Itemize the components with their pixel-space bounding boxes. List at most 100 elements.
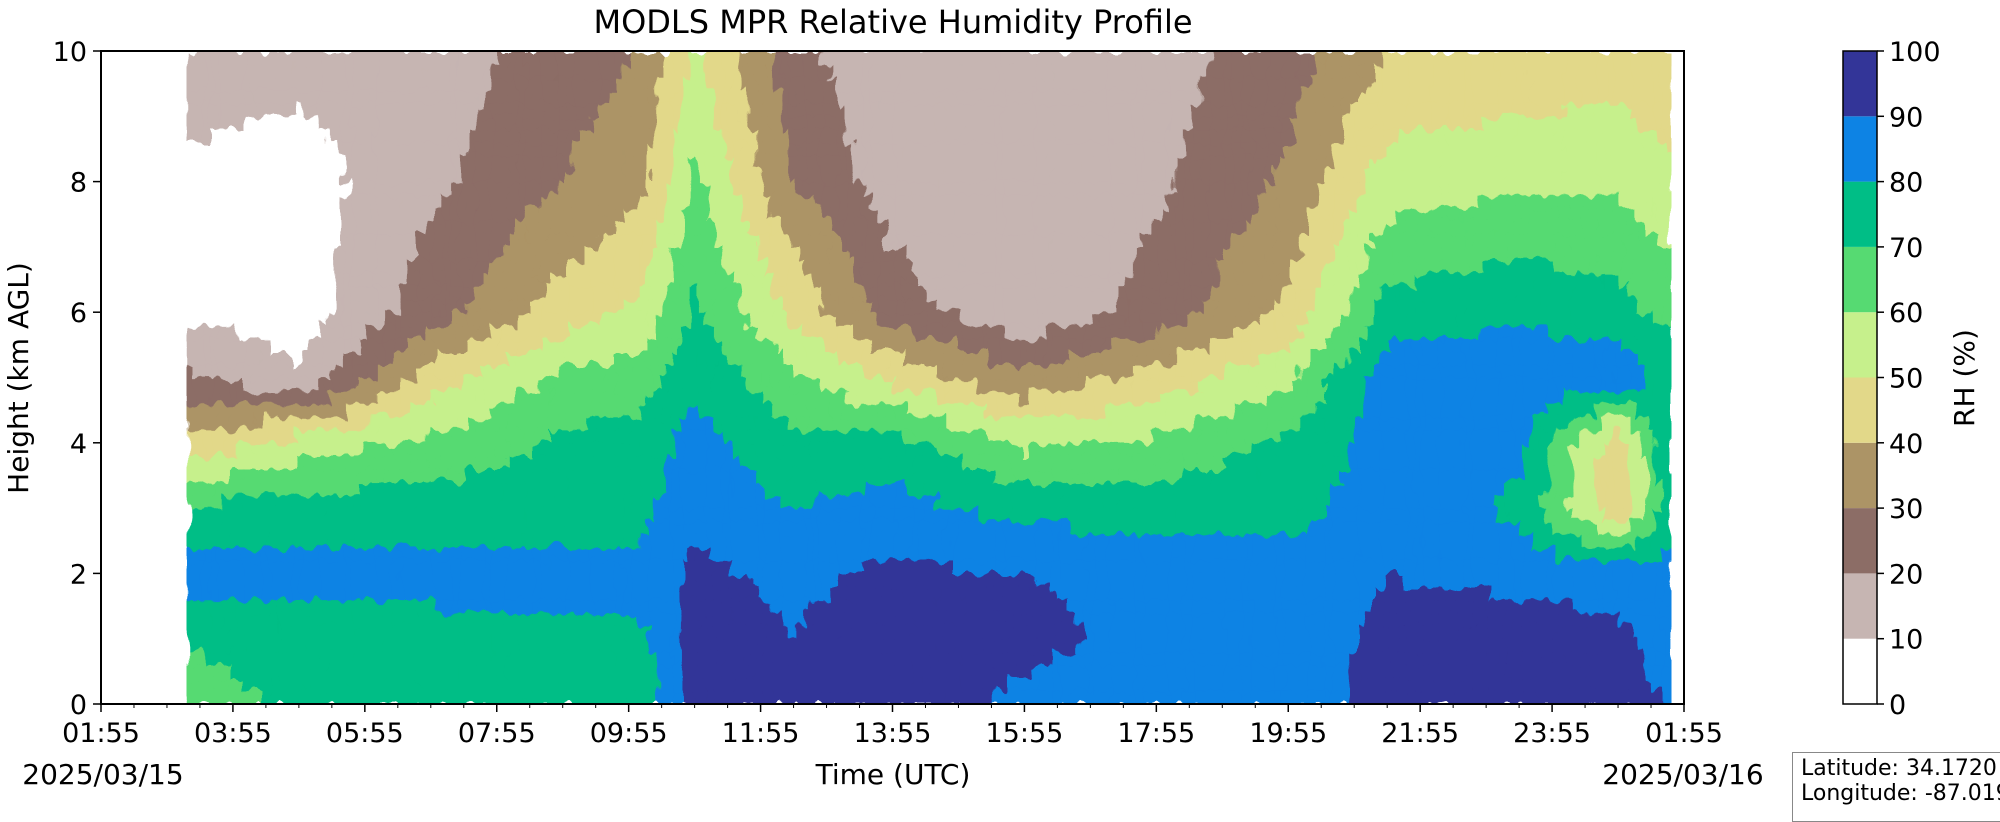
heatmap-cell [953,690,963,704]
heatmap-cell [912,547,922,561]
heatmap-cell [763,90,773,104]
heatmap-cell [854,351,864,366]
heatmap-cell [467,181,476,196]
heatmap-cell [508,664,518,679]
heatmap-cell [598,181,608,196]
heatmap-cell [219,220,229,235]
heatmap-cell [582,508,592,522]
heatmap-cell [252,299,262,313]
heatmap-cell [574,129,584,144]
heatmap-cell [879,194,889,209]
heatmap-cell [970,286,979,300]
heatmap-cell [401,351,410,366]
heatmap-cell [335,677,344,692]
heatmap-cell [211,390,221,405]
heatmap-cell [920,142,930,157]
heatmap-cell [714,508,724,522]
heatmap-cell [302,390,312,405]
heatmap-cell [533,468,542,483]
heatmap-cell [895,259,905,274]
heatmap-cell [598,168,608,183]
heatmap-cell [359,390,369,405]
heatmap-cell [277,508,287,522]
heatmap-cell [838,547,847,561]
heatmap-cell [953,573,963,588]
heatmap-cell [895,664,905,679]
heatmap-cell [310,599,320,614]
heatmap-cell [623,495,633,509]
heatmap-cell [1002,116,1012,130]
heatmap-cell [549,286,559,300]
heatmap-cell [425,455,435,470]
heatmap-cell [252,90,262,104]
heatmap-cell [425,442,435,457]
heatmap-cell [557,573,567,588]
heatmap-cell [928,442,938,457]
heatmap-cell [491,142,501,157]
heatmap-cell [970,129,979,144]
heatmap-cell [697,325,707,339]
heatmap-cell [862,534,872,548]
heatmap-cell [500,377,509,392]
heatmap-cell [500,468,509,483]
heatmap-cell [533,416,542,431]
heatmap-cell [664,521,674,535]
heatmap-cell [260,103,270,117]
heatmap-cell [714,246,724,261]
heatmap-cell [788,233,798,248]
heatmap-cell [491,103,501,117]
heatmap-cell [598,429,608,444]
heatmap-cell [945,599,955,614]
heatmap-cell [260,638,270,653]
heatmap-cell [227,194,237,209]
heatmap-cell [961,194,971,209]
heatmap-cell [928,364,938,379]
heatmap-cell [846,390,856,405]
heatmap-cell [829,651,839,666]
heatmap-cell [928,508,938,522]
heatmap-cell [574,442,584,457]
heatmap-cell [986,364,996,379]
heatmap-cell [805,599,814,614]
heatmap-cell [351,390,361,405]
heatmap-cell [928,51,938,65]
heatmap-cell [557,129,567,144]
heatmap-cell [846,377,856,392]
heatmap-cell [681,429,691,444]
heatmap-cell [920,690,930,704]
heatmap-cell [549,560,559,574]
heatmap-cell [895,325,905,339]
heatmap-cell [244,338,254,352]
heatmap-cell [598,625,608,640]
heatmap-cell [582,495,592,509]
heatmap-cell [293,677,303,692]
heatmap-cell [376,495,386,509]
heatmap-cell [359,455,369,470]
heatmap-cell [904,455,913,470]
heatmap-cell [780,573,790,588]
heatmap-cell [681,416,691,431]
heatmap-cell [318,64,328,78]
heatmap-cell [953,599,963,614]
heatmap-cell [912,534,922,548]
heatmap-cell [953,338,963,352]
heatmap-cell [747,690,757,704]
heatmap-cell [862,64,872,78]
heatmap-cell [302,677,312,692]
heatmap-cell [780,273,790,287]
heatmap-cell [879,286,889,300]
heatmap-cell [673,468,683,483]
chart-canvas: MODLS MPR Relative Humidity Profile 01:5… [2,3,1981,791]
heatmap-cell [648,429,658,444]
heatmap-cell [739,116,748,130]
heatmap-cell [656,481,666,496]
heatmap-cell [813,455,823,470]
heatmap-cell [895,534,905,548]
heatmap-cell [194,207,204,222]
heatmap-cell [500,534,509,548]
heatmap-cell [359,651,369,666]
heatmap-cell [285,586,295,601]
heatmap-cell [293,51,303,65]
heatmap-cell [450,573,460,588]
heatmap-cell [541,351,551,366]
